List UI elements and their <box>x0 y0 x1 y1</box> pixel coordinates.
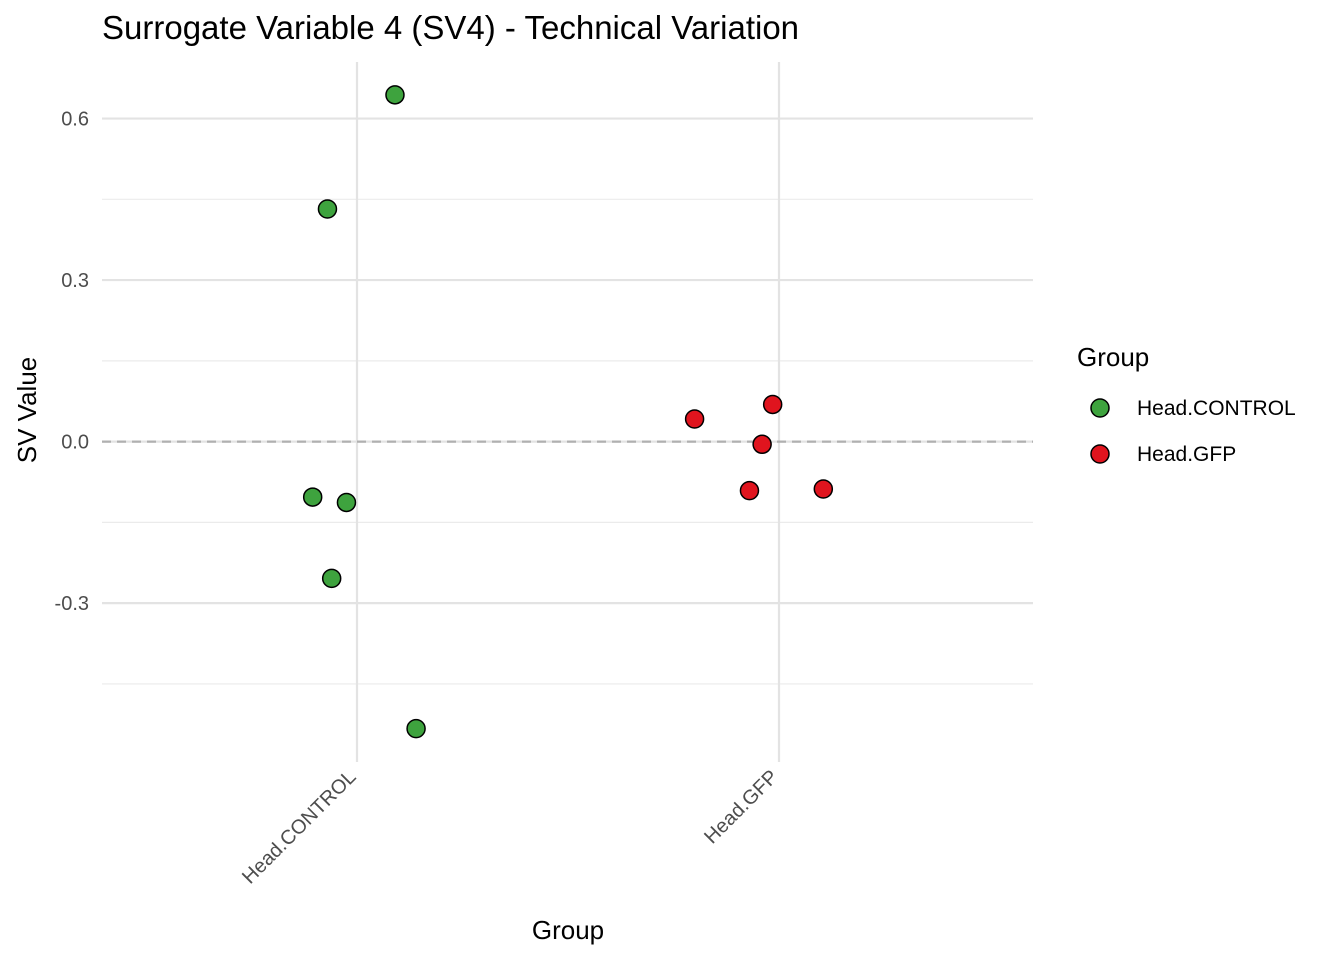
legend-key <box>1090 444 1110 464</box>
y-axis-ticks: -0.3 0.0 0.3 0.6 <box>55 109 89 616</box>
chart-title: Surrogate Variable 4 (SV4) - Technical V… <box>102 9 799 46</box>
data-point <box>321 568 342 589</box>
data-point <box>762 394 783 415</box>
legend: Group Head.CONTROL Head.GFP <box>1077 342 1296 466</box>
data-points <box>302 85 834 739</box>
data-point <box>752 434 772 455</box>
x-tick-label: Head.GFP <box>700 766 782 848</box>
x-axis-ticks: Head.CONTROL Head.GFP <box>238 766 782 888</box>
y-tick-label: -0.3 <box>55 593 89 615</box>
y-tick-label: 0.6 <box>61 109 89 131</box>
data-point <box>813 479 834 499</box>
data-point <box>684 409 705 429</box>
y-tick-label: 0.3 <box>61 270 89 292</box>
data-point <box>739 480 760 501</box>
legend-label: Head.GFP <box>1137 443 1236 466</box>
y-axis-title: SV Value <box>12 357 42 463</box>
y-tick-label: 0.0 <box>61 432 89 454</box>
x-tick-label: Head.CONTROL <box>238 766 360 888</box>
grid <box>102 62 1033 762</box>
legend-label: Head.CONTROL <box>1137 397 1296 420</box>
data-point <box>336 492 357 513</box>
data-point <box>302 487 323 507</box>
data-point <box>385 85 405 105</box>
x-axis-title: Group <box>532 915 604 945</box>
legend-title: Group <box>1077 342 1149 372</box>
legend-key <box>1090 398 1110 418</box>
data-point <box>406 718 426 739</box>
data-point <box>317 199 338 219</box>
